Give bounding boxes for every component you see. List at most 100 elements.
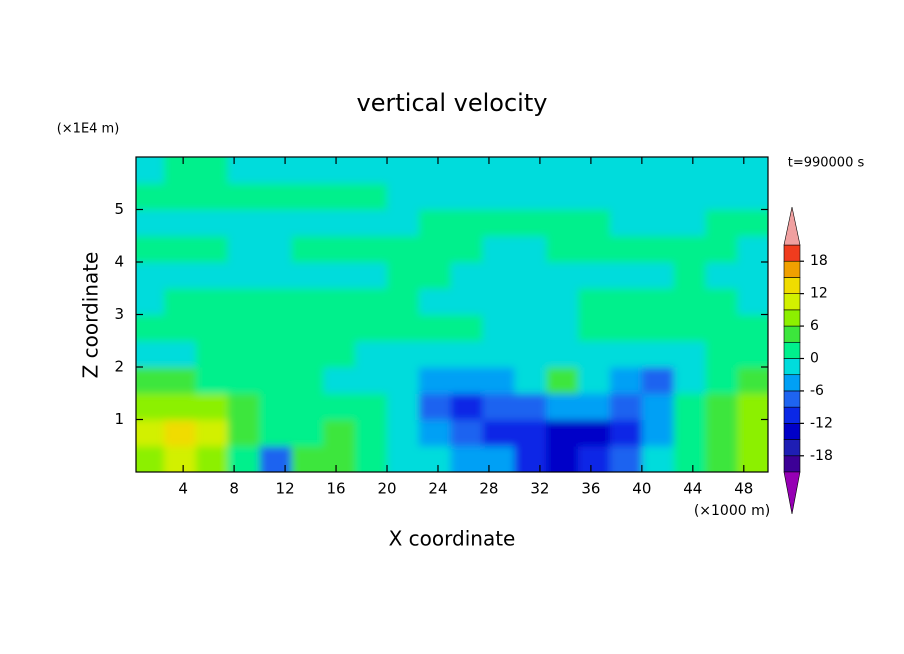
contour-cell (737, 340, 768, 368)
contour-cell (136, 183, 165, 210)
x-tick-label: 48 (734, 480, 753, 498)
contour-cell (387, 393, 420, 420)
x-tick-label: 24 (428, 480, 447, 498)
contour-cell (641, 235, 675, 263)
colorbar-label: 6 (810, 318, 819, 334)
contour-cell (323, 314, 356, 342)
colorbar-label: -12 (810, 415, 833, 431)
contour-cell (737, 262, 768, 289)
contour-cell (673, 209, 707, 237)
contour-cell (610, 183, 643, 210)
y-tick-label: 3 (114, 305, 124, 323)
contour-cell (291, 314, 324, 342)
contour-cell (737, 157, 768, 184)
contour-cell (136, 340, 165, 368)
contour-cell (737, 445, 768, 472)
contour-cell (195, 262, 229, 289)
contour-cell (705, 183, 738, 210)
contour-cell (291, 419, 324, 447)
contour-cell (323, 183, 356, 210)
y-axis-title: Z coordinate (79, 252, 103, 379)
contour-cell (705, 314, 738, 342)
contour-cell (195, 288, 229, 315)
plot-area (136, 157, 768, 472)
contour-cell (418, 235, 452, 263)
contour-cell (450, 262, 484, 289)
contour-cell (136, 157, 165, 184)
contour-cell (546, 262, 579, 289)
contour-cell (450, 340, 484, 368)
contour-cell (641, 393, 675, 420)
contour-cell (136, 393, 165, 420)
contour-cell (673, 235, 707, 263)
contour-cell (227, 393, 261, 420)
contour-cell (291, 235, 324, 263)
contour-cell (387, 340, 420, 368)
colorbar-segment (783, 423, 801, 440)
contour-cell (482, 157, 515, 184)
contour-cell (482, 209, 515, 237)
contour-cell (705, 157, 738, 184)
contour-cell (641, 419, 675, 447)
contour-cell (450, 393, 484, 420)
contour-cell (323, 288, 356, 315)
contour-cell (514, 288, 547, 315)
contour-cell (482, 314, 515, 342)
contour-cell (418, 419, 452, 447)
contour-cell (136, 419, 165, 447)
contour-cell (450, 183, 484, 210)
contour-cell (673, 419, 707, 447)
contour-cell (578, 235, 611, 263)
contour-cell (737, 235, 768, 263)
contour-cell (355, 235, 388, 263)
contour-cell (259, 209, 292, 237)
contour-cell (259, 393, 292, 420)
contour-cell (259, 288, 292, 315)
contour-cell (737, 393, 768, 420)
colorbar-segment (783, 358, 801, 376)
contour-cell (641, 262, 675, 289)
contour-cell (482, 262, 515, 289)
contour-cell (450, 314, 484, 342)
contour-cell (291, 157, 324, 184)
contour-cell (514, 209, 547, 237)
contour-cell (323, 262, 356, 289)
y-tick-label: 1 (114, 410, 124, 428)
contour-cell (164, 340, 197, 368)
colorbar-segment (783, 244, 801, 262)
contour-cell (164, 183, 197, 210)
contour-cell (418, 314, 452, 342)
contour-cell (610, 157, 643, 184)
contour-cell (482, 288, 515, 315)
contour-cell (136, 235, 165, 263)
contour-cell (355, 183, 388, 210)
contour-cell (291, 262, 324, 289)
contour-cell (387, 209, 420, 237)
contour-cell (673, 157, 707, 184)
contour-cell (705, 288, 738, 315)
contour-cell (195, 393, 229, 420)
contour-cell (355, 367, 388, 394)
colorbar-segment (783, 341, 801, 359)
contour-cell (136, 262, 165, 289)
contour-cell (164, 157, 197, 184)
x-tick-label: 44 (683, 480, 702, 498)
contour-cell (355, 419, 388, 447)
contour-cell (227, 419, 261, 447)
contour-cell (355, 209, 388, 237)
contour-cell (164, 209, 197, 237)
colorbar-label: -6 (810, 383, 824, 399)
contour-cell (641, 340, 675, 368)
contour-cell (355, 445, 388, 472)
contour-cell (418, 367, 452, 394)
colorbar-segment (783, 325, 801, 343)
axes: 4 8 12 16 20 24 28 32 36 40 44 4812345-18-12-606121… (114, 156, 833, 515)
contour-cell (227, 288, 261, 315)
contour-cell (610, 314, 643, 342)
contour-cell (164, 393, 197, 420)
contour-cell (164, 262, 197, 289)
contour-cell (514, 393, 547, 420)
contour-cell (227, 367, 261, 394)
contour-cell (195, 445, 229, 472)
contour-cell (705, 445, 738, 472)
